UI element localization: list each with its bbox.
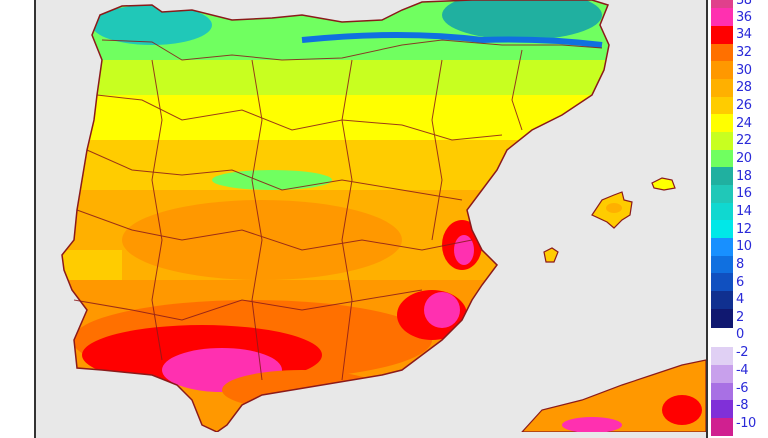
legend-label: 14 xyxy=(736,204,752,219)
legend-swatch-neg6 xyxy=(711,383,733,400)
legend-label: -4 xyxy=(736,363,748,378)
legend-swatch-38 xyxy=(711,0,733,8)
legend-swatch-32 xyxy=(711,44,733,61)
legend-swatch-36 xyxy=(711,8,733,26)
legend-label: -6 xyxy=(736,381,748,396)
legend-label: 0 xyxy=(736,327,744,342)
legend-label: 38 xyxy=(736,0,752,8)
legend-label: 4 xyxy=(736,292,744,307)
legend-swatch-12 xyxy=(711,220,733,238)
legend-label: 6 xyxy=(736,275,744,290)
temperature-map xyxy=(34,0,708,438)
legend-swatch-22 xyxy=(711,132,733,150)
legend-label: 34 xyxy=(736,27,752,42)
legend-label: 2 xyxy=(736,310,744,325)
legend-swatch-26 xyxy=(711,97,733,114)
legend-label: -10 xyxy=(736,416,756,431)
legend-swatch-14 xyxy=(711,203,733,220)
legend-swatch-4 xyxy=(711,291,733,309)
legend-label: 30 xyxy=(736,63,752,78)
legend-swatch-neg8 xyxy=(711,400,733,418)
legend-label: 18 xyxy=(736,169,752,184)
legend-swatch-neg2 xyxy=(711,347,733,365)
legend-label: 10 xyxy=(736,239,752,254)
legend-swatch-neg4 xyxy=(711,365,733,383)
legend-swatch-16 xyxy=(711,185,733,203)
legend-swatch-28 xyxy=(711,79,733,97)
legend-label: 16 xyxy=(736,186,752,201)
legend-label: 22 xyxy=(736,133,752,148)
legend-swatch-6 xyxy=(711,273,733,291)
legend-swatch-18 xyxy=(711,167,733,185)
legend-swatch-2 xyxy=(711,309,733,328)
legend-label: -8 xyxy=(736,398,748,413)
legend-label: 26 xyxy=(736,98,752,113)
legend-swatch-30 xyxy=(711,61,733,79)
legend-label: 28 xyxy=(736,80,752,95)
iberia-temperature-map xyxy=(61,0,706,432)
legend-label: 8 xyxy=(736,257,744,272)
legend-label: 32 xyxy=(736,45,752,60)
legend-label: 20 xyxy=(736,151,752,166)
legend-swatch-10 xyxy=(711,238,733,256)
legend-swatch-34 xyxy=(711,26,733,44)
legend-swatch-20 xyxy=(711,150,733,167)
legend-label: -2 xyxy=(736,345,748,360)
legend-swatch-8 xyxy=(711,256,733,273)
temperature-legend: 38 36 34 32 30 28 26 24 22 20 18 16 14 1… xyxy=(709,0,768,436)
legend-label: 24 xyxy=(736,116,752,131)
legend-swatch-24 xyxy=(711,114,733,132)
legend-label: 36 xyxy=(736,10,752,25)
legend-swatch-neg10 xyxy=(711,418,733,436)
legend-label: 12 xyxy=(736,222,752,237)
